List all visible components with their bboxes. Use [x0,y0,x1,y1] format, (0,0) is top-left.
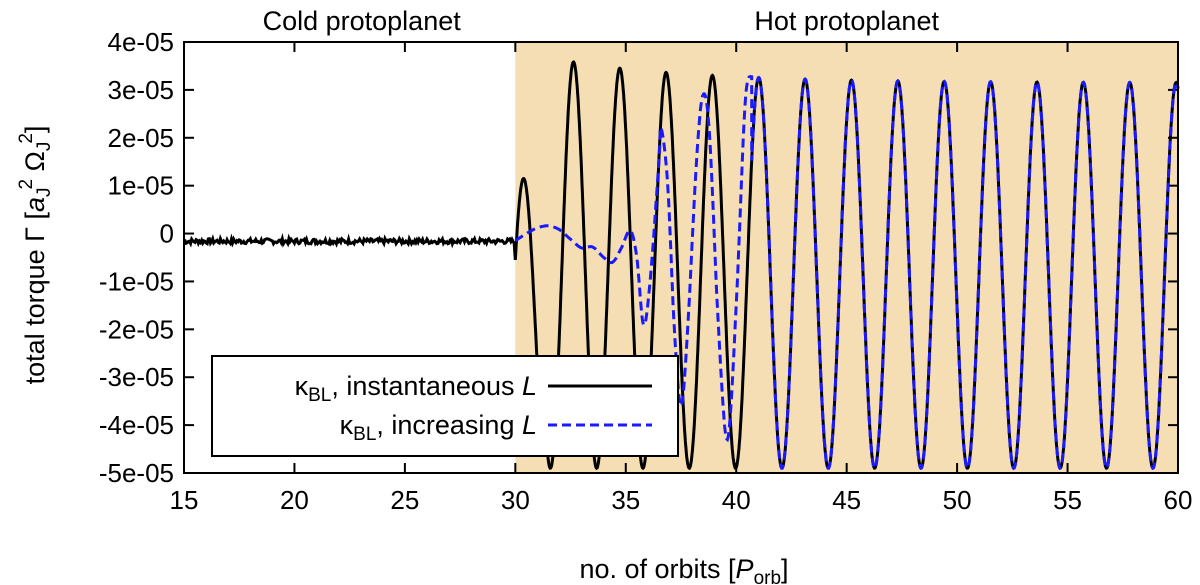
x-tick-label: 25 [390,485,419,515]
y-tick-label: -2e-05 [99,314,174,344]
legend-label-increasing: κBL, increasing L [340,410,537,445]
series-increasing-line [514,74,1180,471]
x-tick-label: 60 [1164,485,1193,515]
y-tick-labels: 4e-05 3e-05 2e-05 1e-05 0 -1e-05 -2e-05 -3e-05 -… [99,27,174,488]
plot-frame [183,41,1179,474]
y-tick-label: 2e-05 [108,123,175,153]
x-tick-label: 15 [170,485,199,515]
x-tick-label: 50 [943,485,972,515]
x-tick-label: 35 [611,485,640,515]
y-tick-label: 1e-05 [108,171,175,201]
y-axis-title: total torque Γ [aJ2 ΩJ2] [16,126,55,385]
x-tick-label: 55 [1053,485,1082,515]
y-tick-label: -1e-05 [99,266,174,296]
x-axis-title: no. of orbits [Porb] [579,554,788,585]
y-tick-label: 3e-05 [108,75,175,105]
x-tick-labels: 15 20 25 30 35 40 45 50 55 60 [170,485,1193,515]
x-tick-label: 40 [722,485,751,515]
legend-box [211,355,679,457]
region-label-hot: Hot protoplanet [754,6,939,36]
y-tick-label: -4e-05 [99,410,174,440]
x-tick-label: 30 [501,485,530,515]
y-tick-label: -5e-05 [99,458,174,488]
x-tick-label: 45 [832,485,861,515]
legend-label-instantaneous: κBL, instantaneous L [295,371,537,406]
x-tick-label: 20 [280,485,309,515]
y-tick-label: -3e-05 [99,362,174,392]
y-tick-label: 0 [160,219,174,249]
region-label-cold: Cold protoplanet [263,6,462,36]
y-tick-label: 4e-05 [108,27,175,57]
legend: κBL, instantaneous L κBL, increasing L [211,355,679,457]
